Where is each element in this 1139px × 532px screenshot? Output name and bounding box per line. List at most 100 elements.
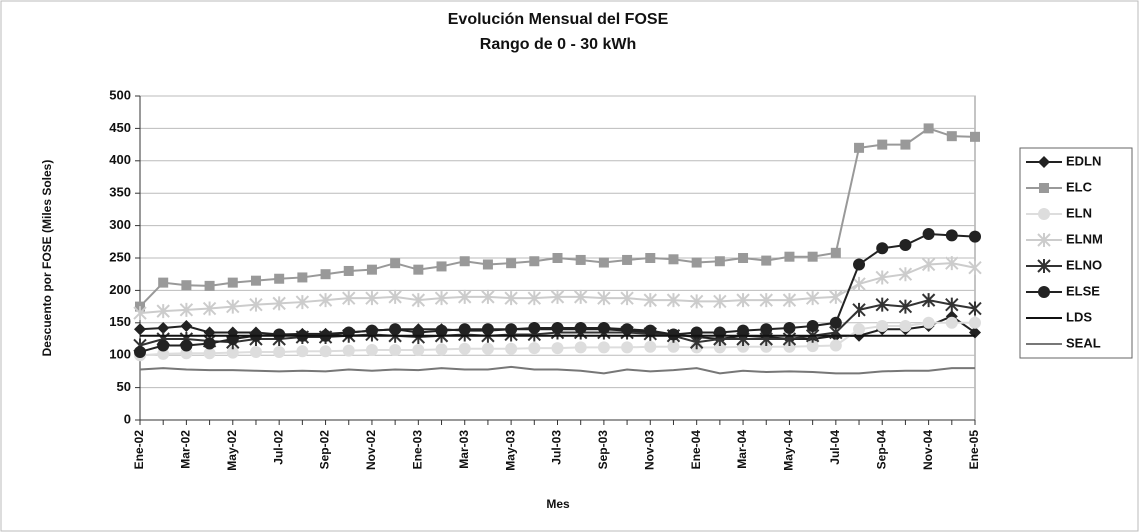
legend-marker — [1037, 259, 1051, 273]
legend-label: ELN — [1066, 205, 1092, 220]
data-point — [807, 251, 818, 262]
data-point — [551, 321, 564, 334]
data-point — [134, 323, 146, 336]
data-point — [668, 254, 679, 265]
data-point — [272, 296, 286, 311]
data-point — [691, 257, 702, 268]
data-point — [274, 273, 285, 284]
y-tick-label: 0 — [124, 411, 131, 426]
data-point — [969, 316, 981, 329]
data-point — [945, 256, 959, 271]
data-point — [946, 131, 957, 142]
data-point — [158, 277, 169, 288]
data-point — [761, 255, 772, 266]
x-tick-label: May-02 — [225, 430, 239, 471]
data-point — [459, 256, 470, 267]
y-tick-label: 400 — [109, 152, 131, 167]
chart-title: Evolución Mensual del FOSE — [448, 11, 669, 28]
data-point — [506, 258, 517, 269]
data-point — [738, 253, 749, 263]
data-point — [296, 345, 309, 358]
y-tick-label: 250 — [109, 249, 131, 264]
data-point — [481, 289, 495, 304]
x-tick-label: Ene-02 — [132, 430, 146, 470]
y-tick-label: 500 — [109, 87, 131, 102]
data-point — [783, 321, 796, 334]
data-point — [784, 251, 795, 262]
data-point — [921, 293, 936, 308]
data-point — [945, 316, 958, 329]
x-tick-label: Nov-02 — [364, 430, 378, 470]
data-point — [504, 291, 518, 306]
data-point — [529, 256, 540, 267]
data-point — [643, 293, 657, 308]
x-tick-label: Ene-04 — [689, 430, 703, 470]
data-point — [273, 328, 286, 341]
data-point — [249, 297, 263, 312]
data-point — [714, 256, 725, 267]
data-point — [737, 324, 750, 337]
data-point — [573, 289, 588, 304]
data-point — [876, 320, 889, 333]
data-point — [388, 289, 402, 304]
data-point — [157, 321, 170, 334]
data-point — [250, 275, 261, 286]
data-point — [435, 343, 448, 356]
data-point — [134, 345, 146, 358]
legend-label: ELC — [1066, 179, 1093, 194]
x-tick-label: Ene-05 — [967, 430, 981, 470]
data-point — [713, 294, 727, 309]
data-point — [436, 261, 447, 272]
data-point — [759, 293, 773, 308]
data-point — [482, 259, 493, 270]
data-point — [854, 142, 865, 153]
data-point — [202, 301, 217, 316]
data-point — [922, 316, 935, 329]
data-point — [783, 340, 796, 353]
x-tick-label: Mar-04 — [735, 430, 749, 469]
x-tick-label: Ene-03 — [411, 430, 425, 470]
data-point — [227, 277, 238, 288]
data-point — [550, 289, 565, 304]
data-point — [342, 291, 356, 306]
data-point — [505, 323, 518, 336]
data-point — [760, 323, 773, 336]
x-tick-label: Sep-02 — [318, 430, 332, 470]
data-point — [505, 342, 518, 355]
data-point — [922, 228, 935, 241]
data-point — [806, 320, 819, 333]
x-axis-label: Mes — [546, 497, 570, 511]
data-point — [898, 267, 913, 282]
data-point — [923, 123, 934, 134]
legend-marker — [1038, 286, 1050, 298]
data-point — [921, 257, 936, 272]
data-point — [481, 342, 494, 355]
data-point — [180, 339, 193, 352]
data-point — [157, 347, 170, 360]
x-tick-label: Jul-02 — [271, 430, 285, 465]
data-point — [597, 291, 611, 306]
data-point — [968, 301, 982, 316]
data-point — [969, 230, 981, 243]
x-tick-label: Jul-03 — [550, 430, 564, 465]
y-tick-label: 450 — [109, 120, 131, 135]
chart-subtitle: Rango de 0 - 30 kWh — [480, 36, 636, 53]
data-point — [295, 295, 310, 310]
data-point — [829, 339, 842, 352]
x-tick-label: Sep-04 — [874, 430, 888, 470]
y-tick-label: 100 — [109, 347, 131, 362]
data-point — [900, 139, 911, 150]
data-point — [876, 242, 889, 255]
data-point — [713, 341, 726, 354]
data-point — [528, 321, 541, 334]
data-point — [645, 253, 656, 263]
data-point — [389, 344, 402, 357]
data-point — [736, 293, 750, 308]
data-point — [574, 321, 587, 334]
data-point — [226, 299, 240, 314]
data-point — [342, 344, 355, 357]
data-point — [597, 341, 610, 354]
data-point — [203, 347, 216, 360]
data-point — [875, 270, 889, 285]
